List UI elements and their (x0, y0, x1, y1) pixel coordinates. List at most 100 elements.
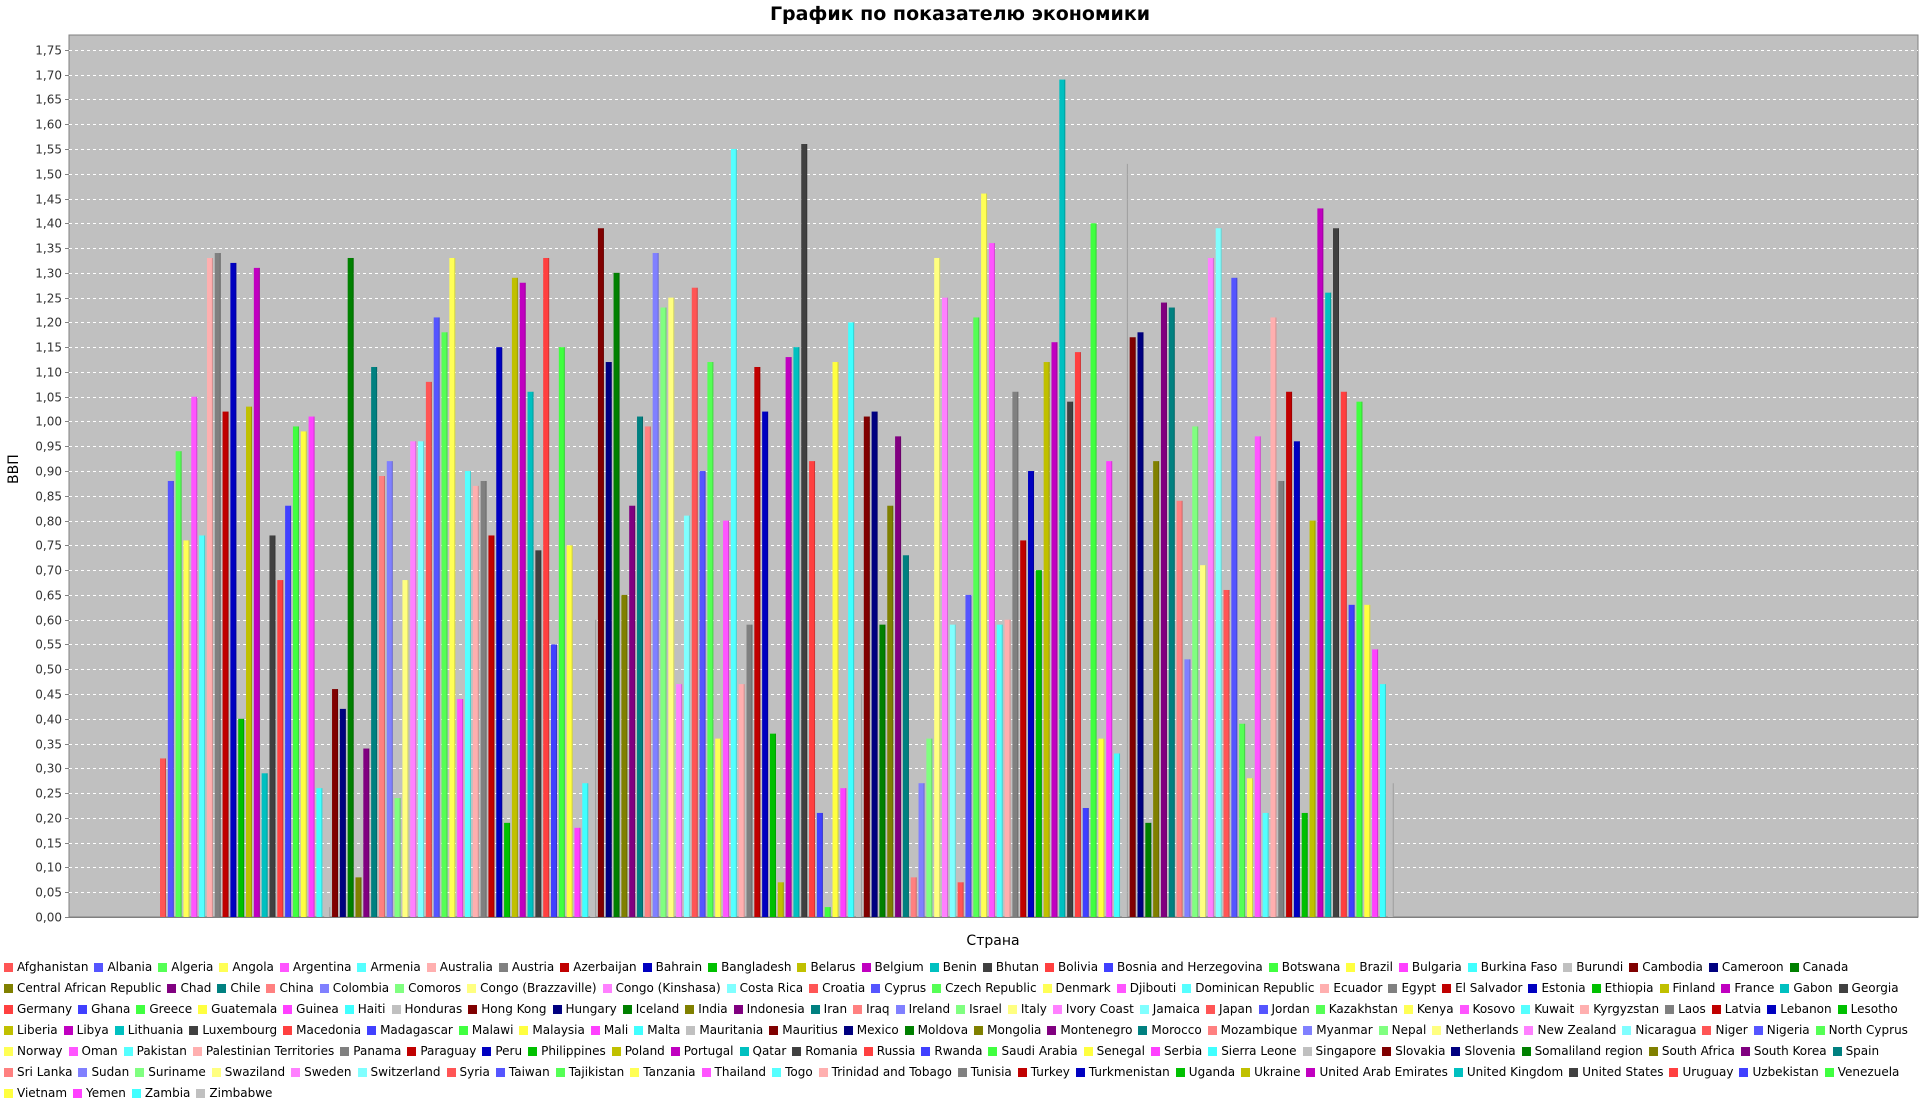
legend-swatch (1052, 1005, 1062, 1014)
legend-label: Sudan (91, 1065, 130, 1079)
legend-label: Oman (81, 1044, 118, 1058)
legend-label: Uzbekistan (1752, 1065, 1819, 1079)
legend-swatch (4, 963, 13, 972)
legend-swatch (1346, 963, 1356, 972)
legend-item: Morocco (1138, 1020, 1202, 1041)
legend-swatch (1569, 1068, 1579, 1077)
legend-item: Niger (1702, 1020, 1748, 1041)
bar-suriname (1192, 426, 1199, 917)
y-tick-label: 0,85 (35, 490, 62, 504)
legend-swatch (769, 1026, 779, 1035)
legend-item: Sri Lanka (4, 1062, 72, 1083)
legend-item: Benin (929, 957, 977, 978)
bar-poland (1043, 362, 1050, 917)
legend-swatch (1303, 1026, 1313, 1035)
bar-honduras (590, 619, 597, 917)
bar-bolivia (277, 580, 284, 917)
bar-ethiopia (504, 822, 511, 917)
bar-new-zealand (942, 297, 948, 917)
bar-sierra-leone (1114, 753, 1121, 917)
legend-label: Ivory Coast (1065, 1002, 1134, 1016)
bar-el-salvador (488, 535, 495, 917)
legend-label: Iran (823, 1002, 848, 1016)
legend-label: Bangladesh (721, 960, 792, 974)
legend-label: Myanmar (1316, 1023, 1373, 1037)
bar-mongolia (887, 505, 894, 917)
y-tick-label: 0,05 (35, 886, 62, 900)
legend-label: Palestinian Territories (205, 1044, 335, 1058)
legend-item: Croatia (809, 978, 865, 999)
legend-label: Lebanon (1780, 1002, 1832, 1016)
legend-swatch (1207, 1026, 1217, 1035)
legend-item: Guinea (283, 999, 339, 1020)
bar-costa-rica (418, 441, 425, 917)
y-tick-label: 0,45 (35, 688, 62, 702)
legend-swatch (1302, 1047, 1312, 1056)
legend-swatch (1042, 984, 1052, 993)
legend-item: Bangladesh (708, 957, 791, 978)
legend-item: Singapore (1302, 1041, 1376, 1062)
bar-sudan (1184, 659, 1191, 917)
legend-item: Albania (94, 957, 152, 978)
bar-moldova (879, 624, 886, 917)
legend-swatch (426, 963, 436, 972)
bar-greece (558, 347, 565, 917)
y-tick-label: 1,20 (35, 316, 62, 330)
legend-label: Afghanistan (17, 960, 89, 974)
bar-chad (363, 748, 370, 917)
bar-ukraine (1309, 520, 1316, 917)
bar-cameroon (339, 708, 346, 917)
legend-label: United Arab Emirates (1319, 1065, 1448, 1079)
bar-south-africa (1153, 461, 1160, 917)
legend-item: Bosnia and Herzegovina (1104, 957, 1263, 978)
legend-swatch (1258, 1005, 1268, 1014)
bar-finland (511, 277, 518, 917)
legend-label: Poland (624, 1044, 665, 1058)
legend-item: Mexico (843, 1020, 899, 1041)
legend-label: South Africa (1661, 1044, 1735, 1058)
legend-swatch (1138, 1026, 1148, 1035)
legend-item: Senegal (1083, 1041, 1145, 1062)
bar-china (378, 476, 385, 917)
legend-item: Egypt (1388, 978, 1436, 999)
legend-swatch (446, 1068, 456, 1077)
bar-palestinian-territories (1004, 619, 1011, 917)
bar-tajikistan (1239, 723, 1246, 917)
legend-label: Guinea (296, 1002, 339, 1016)
y-tick-label: 0,95 (35, 440, 62, 454)
bar-kyrgyzstan (738, 684, 745, 917)
legend-label: Iraq (866, 1002, 890, 1016)
bar-belarus (246, 406, 253, 917)
legend-swatch (340, 1047, 350, 1056)
legend-item: Netherlands (1432, 1020, 1518, 1041)
y-tick-label: 1,35 (35, 242, 62, 256)
legend-item: Slovenia (1451, 1041, 1516, 1062)
legend-item: Romania (792, 1041, 858, 1062)
legend-label: Greece (149, 1002, 193, 1016)
y-tick-label: 0,90 (35, 465, 62, 479)
y-tick-label: 1,65 (35, 93, 62, 107)
legend-swatch (733, 1005, 743, 1014)
bar-chile (371, 366, 378, 917)
bar-iraq (644, 426, 651, 917)
legend-item: Russia (863, 1041, 915, 1062)
bar-taiwan (1231, 277, 1238, 917)
legend-item: Bolivia (1045, 957, 1098, 978)
legend-swatch (1521, 1047, 1531, 1056)
legend-swatch (772, 1068, 782, 1077)
legend-item: Belarus (797, 957, 856, 978)
legend-label: Chile (230, 981, 261, 995)
legend-swatch (367, 1026, 377, 1035)
legend-item: Austria (498, 957, 554, 978)
legend-item: Costa Rica (726, 978, 804, 999)
legend-swatch (68, 1047, 78, 1056)
legend-label: Denmark (1055, 981, 1111, 995)
legend-swatch (1047, 1026, 1057, 1035)
legend-item: United States (1569, 1062, 1663, 1083)
legend-item: Cameroon (1708, 957, 1784, 978)
legend-item: Portugal (670, 1041, 734, 1062)
legend-swatch (167, 984, 177, 993)
legend-item: Bhutan (982, 957, 1039, 978)
legend-label: Costa Rica (739, 981, 804, 995)
legend-label: Jordan (1271, 1002, 1310, 1016)
